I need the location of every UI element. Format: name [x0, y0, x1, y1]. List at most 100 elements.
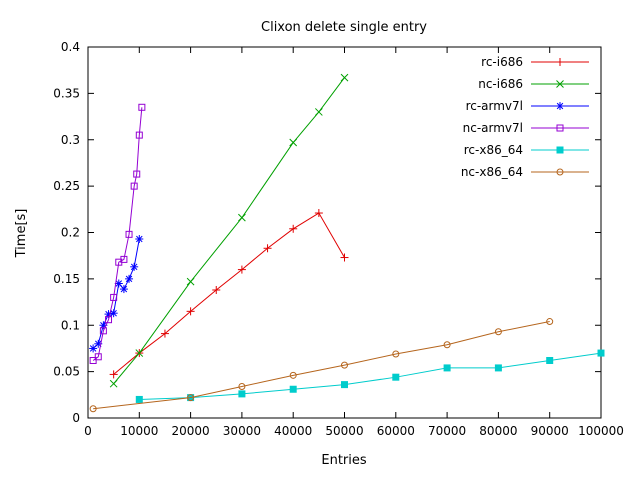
x-tick-label: 60000	[377, 424, 415, 438]
x-tick-label: 0	[84, 424, 92, 438]
marker-nc-armv7l	[89, 356, 97, 364]
marker-rc-armv7l	[114, 279, 123, 288]
y-axis-label: Time[s]	[14, 209, 29, 259]
series-line-nc-i686	[113, 77, 345, 385]
marker-nc-i686	[314, 108, 323, 116]
marker-nc-armv7l	[120, 255, 128, 263]
marker-nc-x86_64	[238, 382, 246, 390]
marker-nc-i686	[289, 138, 298, 147]
marker-rc-x86_64	[289, 385, 297, 393]
marker-rc-x86_64	[135, 395, 143, 403]
marker-rc-i686-legend	[556, 58, 564, 66]
marker-rc-i686	[186, 307, 195, 316]
y-tick-label: 0.3	[61, 133, 80, 147]
marker-nc-armv7l-legend	[556, 124, 564, 132]
marker-nc-armv7l	[105, 316, 113, 324]
x-tick-label: 50000	[325, 424, 363, 438]
marker-nc-armv7l	[138, 103, 146, 111]
x-tick-label: 20000	[172, 424, 210, 438]
chart-title: Clixon delete single entry	[261, 20, 427, 35]
marker-nc-armv7l	[130, 182, 138, 190]
marker-rc-i686	[263, 244, 272, 253]
series-line-nc-x86_64	[93, 321, 550, 410]
marker-rc-x86_64	[341, 381, 348, 389]
marker-nc-x86_64	[89, 405, 97, 413]
marker-nc-i686-legend	[556, 80, 564, 88]
marker-rc-x86_64	[238, 390, 246, 398]
marker-nc-armv7l	[133, 170, 141, 178]
marker-nc-i686	[238, 213, 246, 222]
marker-rc-armv7l	[130, 262, 139, 271]
marker-rc-i686	[212, 286, 221, 295]
marker-nc-i686	[109, 379, 118, 388]
marker-rc-x86_64	[392, 373, 400, 381]
legend-label-rc-armv7l: rc-armv7l	[466, 99, 523, 113]
marker-rc-i686	[237, 265, 246, 274]
marker-nc-armv7l	[135, 131, 143, 139]
legend: rc-i686 nc-i686 rc-armv7l nc-armv7l rc-x86_6…	[461, 55, 589, 179]
marker-rc-i686	[289, 224, 298, 233]
marker-rc-x86_64	[546, 356, 554, 364]
marker-nc-i686	[186, 277, 195, 286]
x-tick-label: 70000	[428, 424, 466, 438]
series-line-rc-i686	[113, 212, 345, 375]
marker-rc-armv7l	[119, 285, 128, 294]
marker-nc-x86_64-legend	[556, 168, 564, 176]
marker-nc-armv7l	[99, 327, 107, 335]
y-tick-label: 0.4	[61, 40, 80, 54]
x-tick-label: 100000	[578, 424, 624, 438]
marker-nc-armv7l	[110, 293, 118, 301]
marker-rc-i686	[340, 253, 349, 262]
legend-label-nc-i686: nc-i686	[478, 77, 523, 91]
legend-item-nc-x86_64: nc-x86_64	[461, 165, 589, 179]
marker-rc-i686	[109, 370, 118, 379]
marker-rc-i686	[160, 329, 169, 338]
marker-rc-armv7l	[135, 234, 144, 243]
marker-nc-x86_64	[494, 328, 502, 336]
x-tick-label: 40000	[274, 424, 312, 438]
x-tick-label: 80000	[479, 424, 517, 438]
marker-nc-i686	[135, 349, 144, 357]
marker-rc-i686	[314, 209, 323, 218]
marker-rc-x86_64-legend	[556, 146, 564, 154]
legend-item-nc-armv7l: nc-armv7l	[463, 121, 589, 135]
x-tick-label: 10000	[120, 424, 158, 438]
legend-label-rc-i686: rc-i686	[481, 55, 523, 69]
marker-rc-armv7l	[125, 274, 134, 283]
y-tick-label: 0.15	[53, 272, 80, 286]
legend-label-rc-x86_64: rc-x86_64	[464, 143, 523, 157]
marker-nc-x86_64	[341, 361, 348, 369]
y-tick-label: 0	[72, 411, 80, 425]
x-tick-label: 90000	[531, 424, 569, 438]
legend-label-nc-x86_64: nc-x86_64	[461, 165, 523, 179]
y-tick-label: 0.05	[53, 365, 80, 379]
marker-rc-x86_64	[443, 364, 451, 372]
series-line-rc-x86_64	[139, 352, 602, 400]
legend-item-nc-i686: nc-i686	[478, 77, 589, 91]
y-tick-label: 0.35	[53, 86, 80, 100]
y-tick-label: 0.1	[61, 318, 80, 332]
marker-rc-x86_64	[597, 349, 605, 357]
marker-nc-i686	[340, 73, 349, 82]
marker-nc-x86_64	[289, 371, 297, 379]
marker-rc-armv7l-legend	[556, 102, 564, 110]
legend-item-rc-armv7l: rc-armv7l	[466, 99, 589, 113]
plot-frame: 0 10000 20000 30000 40000 50000 60000 70000 8000…	[53, 40, 624, 438]
legend-label-nc-armv7l: nc-armv7l	[463, 121, 523, 135]
marker-rc-armv7l	[109, 309, 118, 318]
y-tick-label: 0.25	[53, 179, 80, 193]
x-tick-label: 30000	[223, 424, 261, 438]
marker-rc-armv7l	[89, 344, 98, 353]
marker-nc-x86_64	[546, 318, 554, 326]
plot-series	[89, 73, 605, 413]
marker-nc-armv7l	[125, 230, 133, 238]
legend-item-rc-x86_64: rc-x86_64	[464, 143, 589, 157]
marker-nc-x86_64	[187, 394, 195, 402]
marker-nc-armv7l	[94, 353, 102, 361]
y-tick-label: 0.2	[61, 226, 80, 240]
marker-nc-x86_64	[392, 350, 400, 358]
marker-nc-x86_64	[443, 341, 451, 349]
x-axis-label: Entries	[321, 453, 367, 468]
